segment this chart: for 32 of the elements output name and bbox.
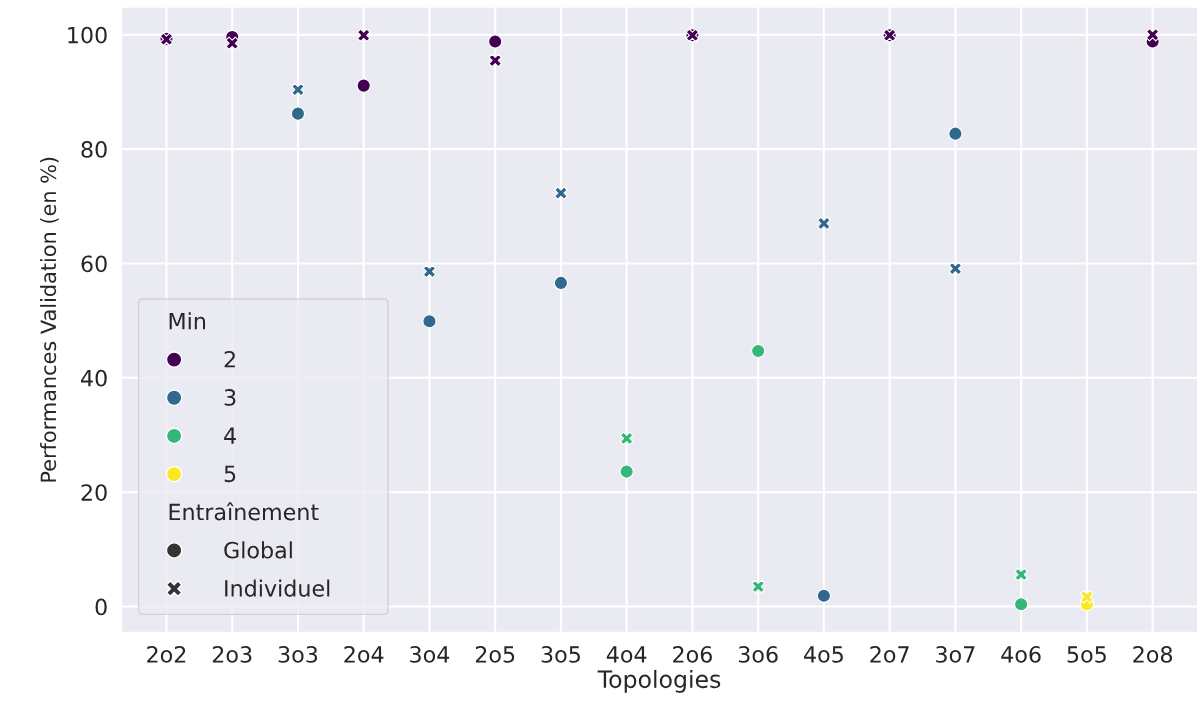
x-tick-label: 3o4 <box>410 646 450 663</box>
x-tick-label: 2o7 <box>870 646 909 663</box>
y-tick-label: 80 <box>81 141 107 158</box>
y-tick-label: 0 <box>95 598 107 616</box>
x-tick-label: 3o6 <box>738 646 778 663</box>
y-tick-label: 20 <box>81 484 107 501</box>
y-tick-label: 60 <box>81 255 107 273</box>
annotation: Global <box>224 541 292 559</box>
x-tick-label: 2o3 <box>212 646 252 663</box>
x-tick-label: 2o8 <box>1133 646 1173 663</box>
x-tick-label: 5o5 <box>1067 646 1106 663</box>
x-tick-label: 2o6 <box>673 646 712 663</box>
legend-label: 4 <box>224 427 236 444</box>
x-tick-label: 3o3 <box>278 646 318 663</box>
x-tick-label: 4o6 <box>1001 646 1041 663</box>
x-axis-title: Topologies <box>597 669 721 693</box>
legend-label: 3 <box>224 389 236 406</box>
y-axis-title: Performances Validation (en %) <box>40 157 59 482</box>
x-tick-label: 3o7 <box>936 646 975 663</box>
annotation: Entraînement <box>169 502 319 521</box>
legend-title: Min <box>169 312 206 330</box>
x-tick-label: 3o5 <box>541 646 580 663</box>
y-tick-label: 100 <box>68 26 107 44</box>
annotation: Individuel <box>225 579 330 597</box>
x-tick-label: 2o4 <box>344 646 384 663</box>
x-tick-label: 2o2 <box>147 646 186 663</box>
x-tick-label: 4o5 <box>804 646 843 663</box>
legend-label: 5 <box>224 465 236 483</box>
y-tick-label: 40 <box>81 369 107 387</box>
legend-label: 2 <box>224 350 235 368</box>
x-tick-label: 4o4 <box>606 646 647 663</box>
x-tick-label: 2o5 <box>475 646 515 663</box>
